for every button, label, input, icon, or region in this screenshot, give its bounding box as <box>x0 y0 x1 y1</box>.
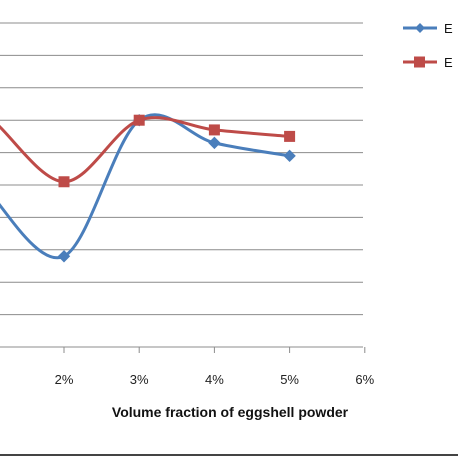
data-point <box>208 124 220 136</box>
plot-series <box>0 113 296 263</box>
data-point <box>57 250 71 263</box>
x-tick-label: 3% <box>130 372 149 387</box>
data-point <box>283 149 296 163</box>
data-point <box>284 130 296 142</box>
x-tick-label: 2% <box>55 372 74 387</box>
legend-marker <box>415 23 425 33</box>
legend-label: E <box>444 21 453 36</box>
chart-border-bottom <box>0 454 458 456</box>
legend-marker <box>414 56 425 68</box>
x-tick-label: 4% <box>205 372 224 387</box>
data-point <box>208 136 221 150</box>
series-line <box>0 113 292 260</box>
legend-item: E <box>403 21 453 36</box>
x-tick-label: 6% <box>355 372 374 387</box>
data-point <box>58 176 70 188</box>
x-tick-label: 5% <box>280 372 299 387</box>
x-axis: 1%2%3%4%5%6% <box>0 346 375 387</box>
data-point <box>133 114 145 126</box>
x-axis-title: Volume fraction of eggshell powder <box>112 404 349 420</box>
series-1 <box>0 113 296 263</box>
gridlines <box>0 22 363 316</box>
series-2 <box>0 114 296 188</box>
legend: EE <box>403 21 453 70</box>
legend-item: E <box>403 55 453 70</box>
legend-label: E <box>444 55 453 70</box>
